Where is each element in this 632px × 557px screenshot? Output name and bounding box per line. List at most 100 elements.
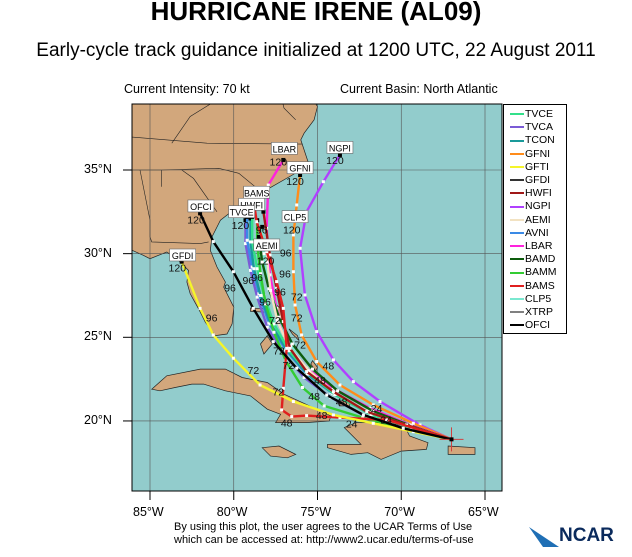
track-label-box (187, 199, 215, 213)
track-gfti (180, 261, 452, 441)
track-point-gfti (371, 421, 375, 425)
land-puerto-rico (447, 445, 476, 455)
legend-swatch (510, 324, 524, 327)
track-point-aemi (275, 319, 279, 323)
legend-label: CLP5 (525, 292, 552, 305)
ncar-logo-text: NCAR (559, 525, 614, 546)
track-point-gfni (291, 270, 295, 274)
forecast-hour-label: 72 (283, 360, 295, 372)
track-point-gfti (231, 356, 235, 360)
track-point-bams (275, 280, 279, 284)
track-label: GFNI (289, 164, 311, 174)
lat-label: 25°N (84, 329, 112, 344)
legend-label: BAMM (525, 266, 557, 279)
track-point-bamm (264, 302, 268, 306)
track-point-bams (385, 418, 389, 422)
track-end-hwfi (261, 209, 266, 214)
track-point-bamd (277, 315, 281, 319)
terms-line-1: By using this plot, the user agrees to t… (174, 521, 473, 533)
legend-item-bamd: BAMD (510, 253, 555, 266)
track-point-bamd (260, 260, 264, 264)
legend-label: LBAR (525, 240, 553, 252)
track-label: OFCI (190, 202, 212, 212)
legend-label: XTRP (525, 306, 554, 318)
track-bamd (257, 236, 452, 441)
track-point-bamd (336, 389, 340, 393)
legend-swatch (510, 205, 524, 208)
ncar-logo: NCAR (529, 525, 614, 547)
forecast-hour-label: 120 (169, 263, 187, 275)
track-point-tvca (243, 242, 247, 246)
track-point-ofci (211, 240, 215, 244)
track-label-box (169, 248, 196, 262)
forecast-hour-label: 48 (314, 375, 326, 387)
track-point-bams (290, 415, 294, 419)
land-andros (260, 334, 273, 355)
track-label-box (326, 141, 354, 154)
track-end-lbar (281, 157, 286, 162)
track-point-tvca (302, 375, 306, 379)
track-point-tvca (265, 325, 269, 329)
track-point-gfni (291, 233, 295, 237)
track-label: NGPI (329, 143, 351, 153)
legend-item-xtrp: XTRP (510, 306, 553, 319)
track-point-ofci (401, 426, 405, 430)
lon-label: 65°W (468, 505, 499, 519)
track-point-hwfi (331, 390, 335, 394)
legend-item-hwfi: HWFI (510, 187, 552, 200)
track-point-gfni (300, 333, 304, 337)
track-point-gfti (331, 413, 335, 417)
track-point-tvce (250, 240, 254, 244)
page-title: HURRICANE IRENE (AL09) (150, 0, 482, 26)
legend-label: OFCI (525, 319, 551, 332)
track-point-avni (250, 265, 254, 269)
forecast-hour-label: 72 (269, 315, 281, 327)
track-point-ngpi (351, 380, 355, 384)
track-point-bamm (322, 404, 326, 408)
legend-item-clp5: CLP5 (510, 293, 551, 306)
track-point-gfni (371, 403, 375, 407)
track-point-hwfi (275, 286, 279, 290)
track-point-ngpi (303, 293, 307, 297)
track-point-tcon (249, 240, 252, 244)
forecast-hour-label: 48 (308, 391, 320, 403)
forecast-hour-label: 96 (256, 224, 268, 236)
track-point-avni (245, 238, 249, 242)
track-label-box (281, 210, 309, 223)
legend-label: TVCE (525, 108, 554, 120)
track-label: HWFI (240, 200, 263, 210)
track-point-tvce (369, 413, 373, 417)
track-point-bamd (290, 342, 294, 346)
legend-label: BAMS (525, 279, 555, 292)
current-basin: Current Basin: North Atlantic (340, 82, 498, 96)
track-point-bams (285, 346, 289, 350)
legend-item-bams: BAMS (510, 280, 555, 293)
legend-swatch (510, 311, 524, 314)
lat-label: 20°N (84, 412, 112, 427)
lon-label: 85°W (133, 505, 164, 519)
track-label: CLP5 (284, 213, 307, 223)
labels-layer: 1201201201201201201201209696969696969696… (169, 141, 392, 430)
track-point-ngpi (378, 400, 382, 404)
lon-label: 75°W (300, 505, 332, 519)
track-point-tvce (255, 267, 259, 271)
legend-swatch (510, 245, 524, 248)
lat-label: 30°N (84, 245, 112, 260)
track-point-aemi (307, 369, 311, 373)
track-point-gfni (295, 203, 299, 207)
forecast-hour-label: 48 (281, 417, 293, 429)
track-point-tvce (287, 349, 291, 353)
legend-swatch (510, 113, 524, 116)
track-end-ofci (198, 211, 203, 216)
current-intensity: Current Intensity: 70 kt (124, 82, 250, 96)
track-label-box (271, 142, 298, 155)
state-border (282, 104, 296, 121)
forecast-hour-label: 72 (248, 365, 260, 377)
track-point-ngpi (315, 330, 319, 334)
legend-label: GFTI (525, 160, 549, 173)
track-point-aemi (265, 260, 269, 264)
track-point-bams (281, 386, 285, 390)
state-border (171, 104, 211, 144)
track-point-ofci (231, 270, 235, 274)
legend-label: HWFI (525, 187, 552, 200)
